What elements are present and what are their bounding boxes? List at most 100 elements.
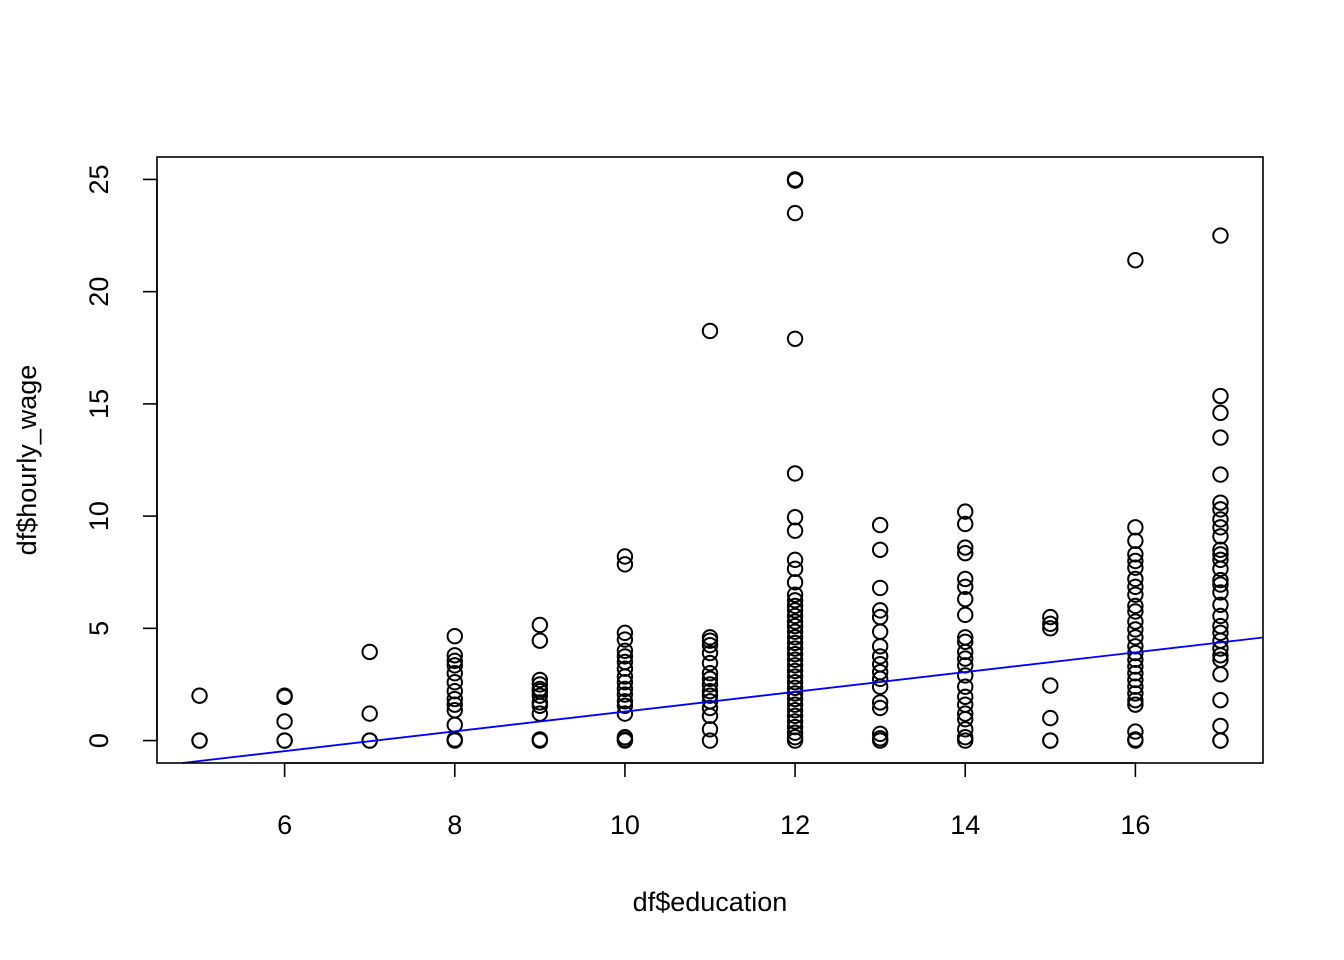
data-point	[276, 732, 293, 749]
data-point	[957, 544, 974, 562]
data-point	[1212, 404, 1229, 422]
data-point	[1127, 552, 1144, 570]
data-point	[1212, 494, 1229, 511]
data-point	[1042, 677, 1059, 694]
x-tick-label: 10	[610, 810, 640, 840]
data-point	[701, 670, 719, 688]
data-point	[786, 657, 804, 674]
data-point	[616, 648, 634, 665]
data-point	[786, 586, 804, 603]
data-point	[446, 657, 463, 674]
data-point	[701, 322, 719, 340]
data-point	[957, 578, 974, 596]
data-point	[1127, 559, 1144, 576]
data-point	[871, 579, 889, 597]
data-point	[786, 607, 804, 625]
data-point	[616, 693, 634, 710]
data-point	[1042, 620, 1059, 637]
data-point	[616, 680, 634, 698]
data-point	[786, 674, 804, 691]
data-point	[786, 634, 804, 652]
data-point	[1127, 586, 1144, 603]
data-point	[871, 732, 889, 749]
x-tick-label: 8	[447, 810, 462, 840]
data-point	[786, 702, 804, 719]
data-point	[446, 665, 463, 682]
data-point	[361, 705, 378, 722]
data-point	[446, 652, 463, 670]
data-point	[786, 592, 804, 609]
data-point	[191, 732, 208, 749]
data-point	[786, 668, 804, 685]
data-point	[701, 721, 719, 738]
data-point	[531, 687, 549, 704]
data-point	[1212, 387, 1229, 405]
data-point	[1212, 560, 1229, 578]
data-point	[957, 539, 974, 556]
data-point	[1212, 429, 1229, 446]
data-point	[871, 602, 889, 619]
data-point	[276, 688, 293, 705]
data-point	[616, 631, 634, 648]
data-point	[786, 465, 804, 482]
data-point	[786, 522, 804, 539]
data-point	[446, 732, 463, 749]
data-point	[531, 676, 549, 693]
data-point	[871, 638, 889, 655]
data-point	[361, 643, 378, 661]
data-point	[957, 515, 974, 533]
data-point	[786, 732, 804, 749]
data-point	[531, 616, 549, 634]
y-axis-label: df$hourly_wage	[12, 365, 42, 556]
data-point	[1212, 466, 1229, 483]
data-point	[531, 697, 549, 714]
data-point	[701, 665, 719, 682]
data-point	[786, 645, 804, 663]
data-point	[616, 548, 634, 565]
data-point	[531, 732, 549, 749]
data-point	[701, 699, 719, 717]
data-point	[786, 696, 804, 713]
data-point	[616, 697, 634, 714]
data-point	[1042, 608, 1059, 626]
data-point	[871, 541, 889, 558]
data-point	[1212, 647, 1229, 664]
data-point	[871, 725, 889, 743]
data-point	[1212, 576, 1229, 593]
data-point	[1127, 597, 1144, 615]
data-point	[786, 623, 804, 640]
fit-line-layer	[182, 636, 1264, 764]
y-tick-label: 20	[84, 277, 114, 307]
data-point	[786, 662, 804, 680]
x-tick-label: 16	[1120, 810, 1150, 840]
data-point	[786, 602, 804, 619]
data-point	[446, 696, 463, 713]
data-point	[786, 560, 804, 578]
data-point	[786, 613, 804, 630]
data-point	[1212, 666, 1229, 683]
data-point	[616, 556, 634, 573]
data-point	[1127, 696, 1144, 713]
data-point	[786, 640, 804, 657]
data-point	[1127, 691, 1144, 709]
data-point	[786, 509, 804, 526]
points-layer	[191, 171, 1229, 749]
data-point	[616, 674, 634, 691]
y-tick-label: 10	[84, 501, 114, 531]
data-point	[957, 705, 974, 722]
data-point	[1212, 717, 1229, 735]
y-tick-label: 5	[84, 621, 114, 636]
data-point	[276, 713, 293, 730]
data-point	[701, 632, 719, 649]
data-point	[957, 678, 974, 695]
data-point	[616, 705, 634, 722]
data-point	[786, 574, 804, 591]
data-point	[957, 650, 974, 667]
y-axis: 0 5 10 15 20 25	[84, 164, 158, 748]
data-point	[1212, 624, 1229, 642]
data-point	[1042, 615, 1059, 633]
data-point	[1127, 621, 1144, 638]
data-point	[1212, 551, 1229, 569]
data-point	[1127, 603, 1144, 620]
